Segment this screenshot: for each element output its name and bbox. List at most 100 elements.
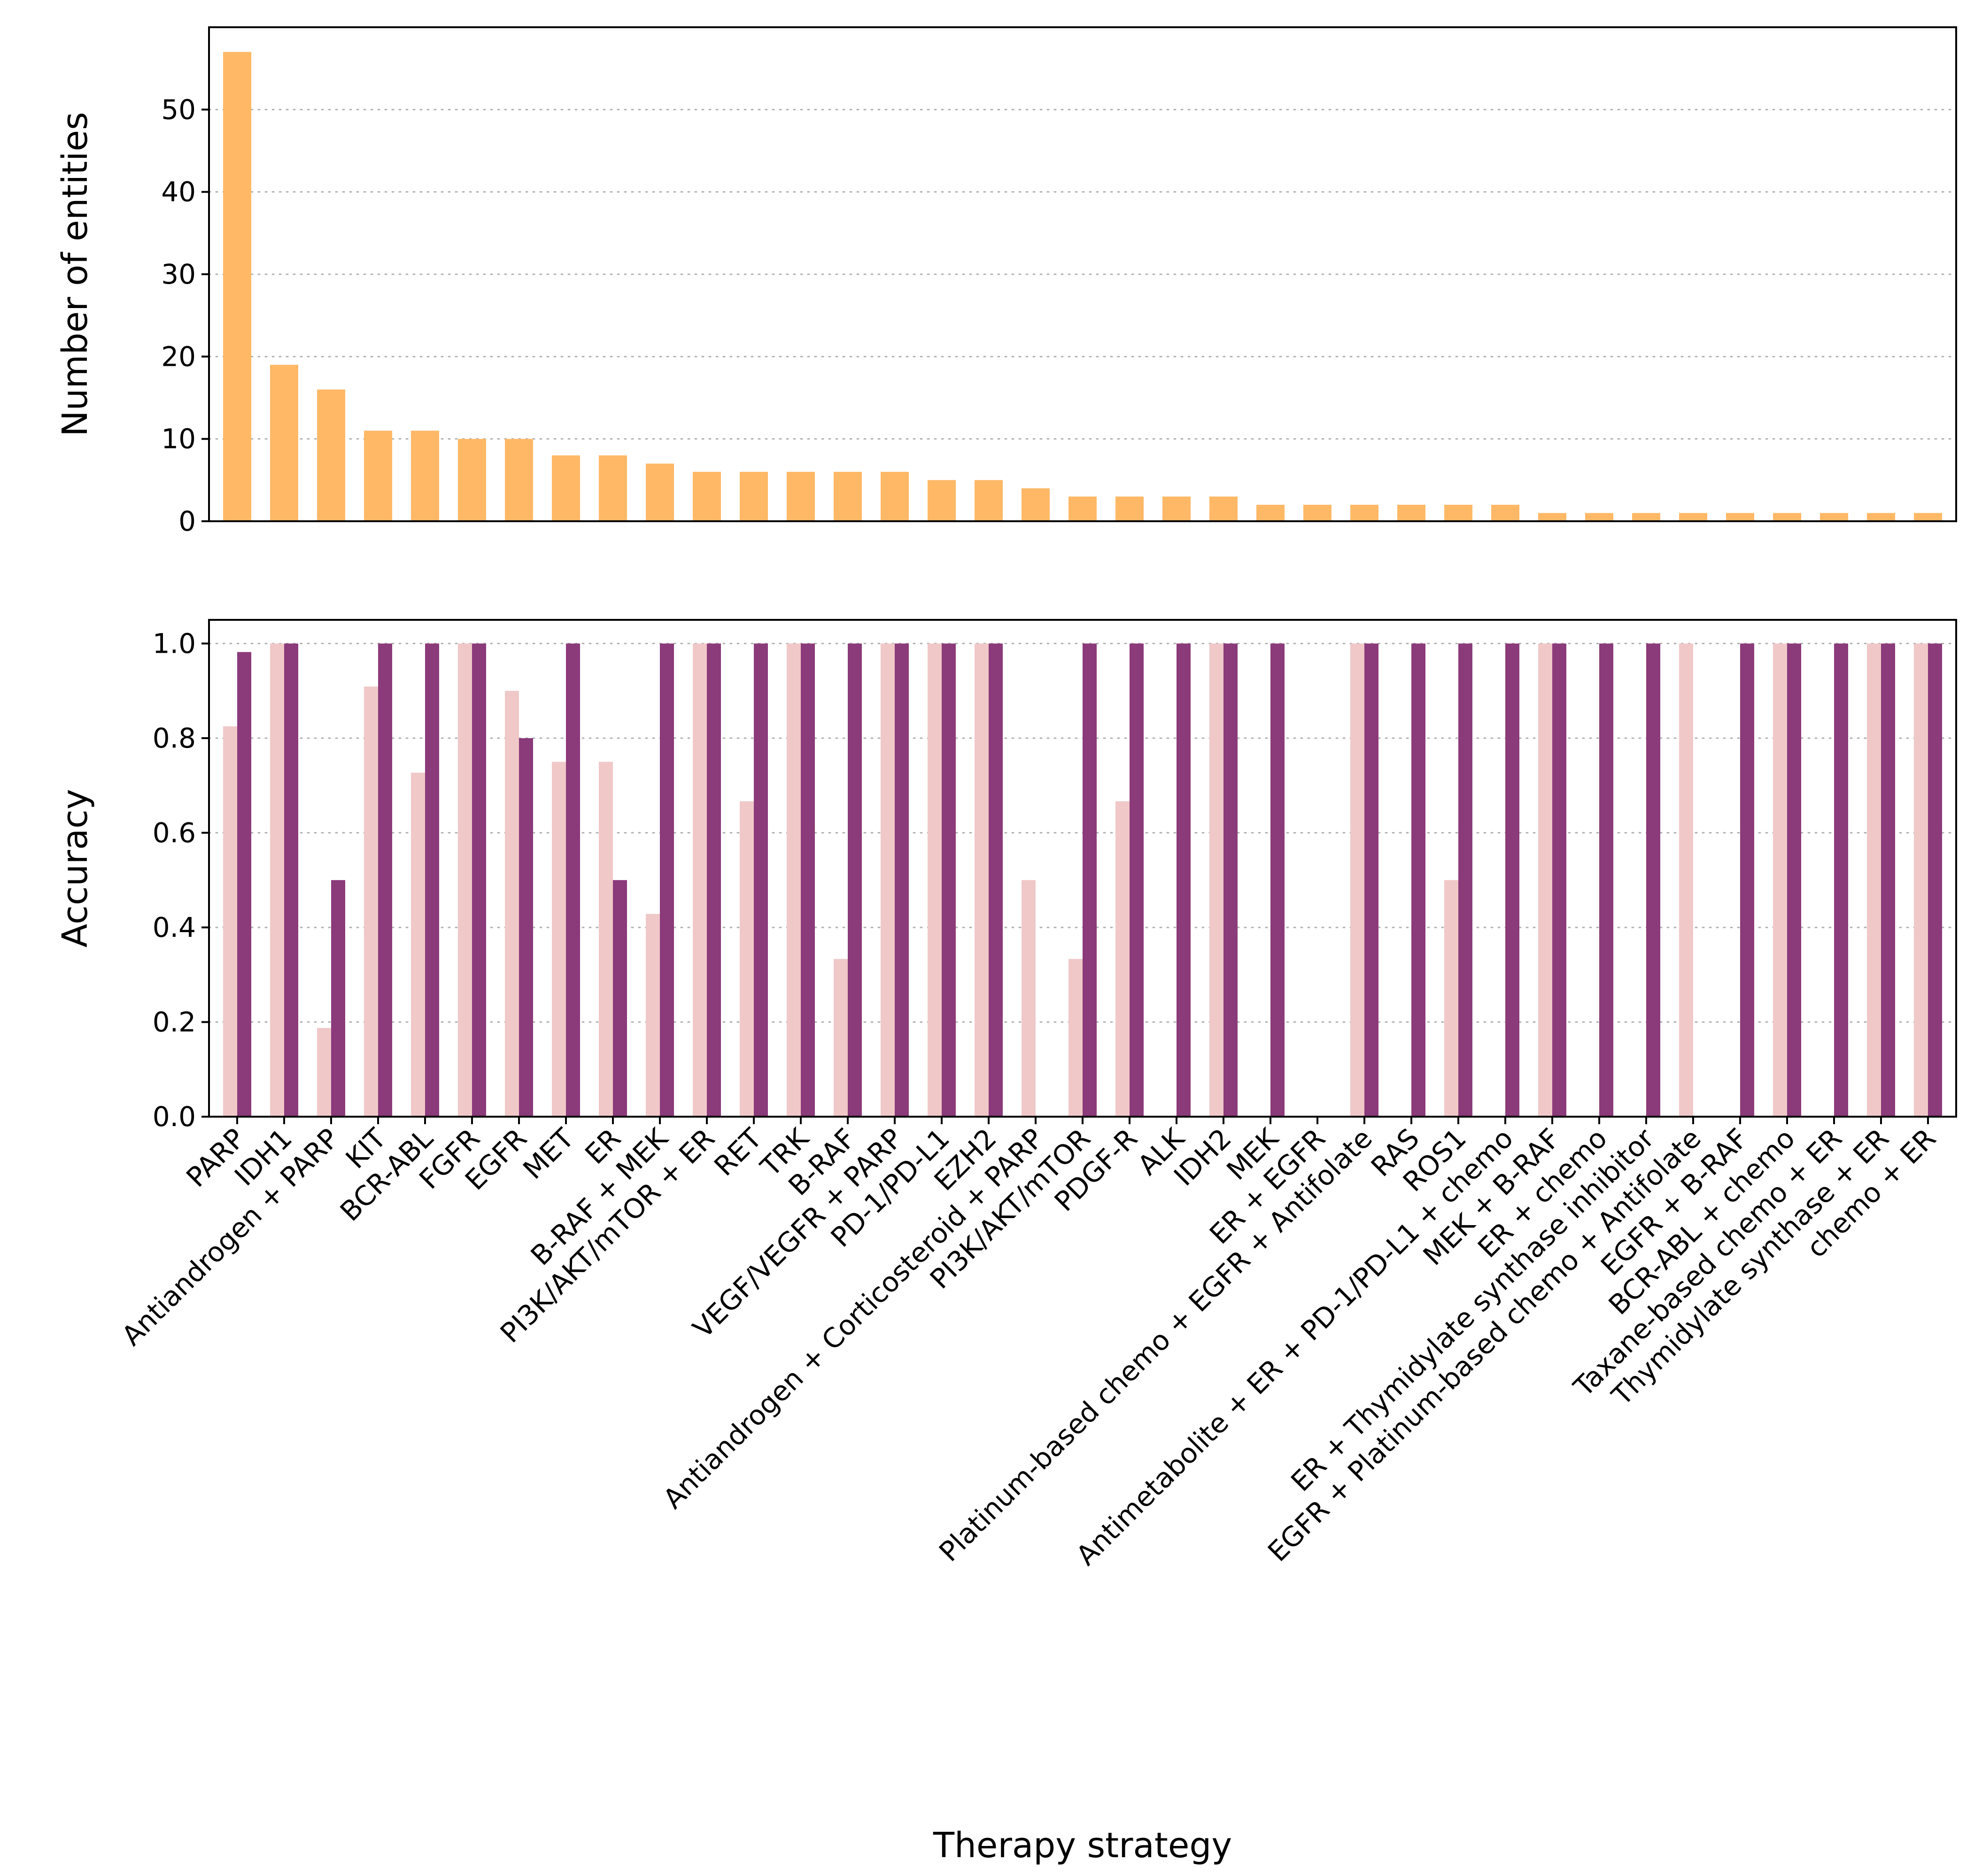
top-y-tick-label: 0 [178, 505, 196, 537]
accuracy-bar-light [928, 643, 942, 1117]
top-panel: 0 10 20 30 40 50 Number of entities [55, 26, 1957, 537]
entity-count-bar [1303, 504, 1332, 521]
entity-count-bar [975, 480, 1003, 521]
accuracy-bar-light [1068, 959, 1083, 1117]
accuracy-bar-dark [1458, 643, 1472, 1117]
bottom-y-tick-label: 1.0 [153, 627, 196, 659]
x-tick-label: RET [708, 1122, 768, 1182]
accuracy-bar-dark [237, 652, 251, 1117]
accuracy-bar-light [1022, 880, 1036, 1117]
accuracy-bar-light [1773, 643, 1787, 1117]
top-y-tick-label: 50 [161, 93, 196, 125]
entity-count-bar [505, 439, 533, 521]
top-y-tick-label: 10 [161, 423, 196, 455]
entity-count-bar [1256, 504, 1285, 521]
x-axis-label: Therapy strategy [933, 1825, 1232, 1866]
bottom-y-tick-label: 0.4 [153, 911, 196, 943]
accuracy-bar-light [834, 959, 848, 1117]
entity-count-bar [1068, 496, 1097, 521]
bottom-bars [223, 643, 1942, 1117]
entity-count-bar [1585, 513, 1613, 521]
entity-count-bar [411, 431, 439, 521]
accuracy-bar-dark [895, 643, 909, 1117]
entity-count-bar [552, 455, 580, 521]
x-tick-label: MET [517, 1122, 580, 1185]
accuracy-bar-dark [378, 643, 392, 1117]
accuracy-bar-light [1115, 801, 1130, 1117]
accuracy-bar-dark [1834, 643, 1848, 1117]
bottom-panel: 0.0 0.2 0.4 0.6 0.8 1.0 PARPIDH1Antiandrogen … [55, 619, 1957, 1866]
entity-count-bar [1632, 513, 1660, 521]
entity-count-bar [1162, 496, 1191, 521]
entity-count-bar [693, 471, 721, 521]
bottom-y-tick-label: 0.2 [153, 1006, 196, 1038]
entity-count-bar [1022, 488, 1050, 521]
top-y-tick-label: 40 [161, 176, 196, 208]
accuracy-bar-light [411, 772, 425, 1117]
accuracy-bar-dark [1928, 643, 1942, 1117]
bottom-y-tick-label: 0.0 [153, 1101, 196, 1133]
accuracy-bar-light [364, 687, 378, 1117]
accuracy-bar-dark [1177, 643, 1191, 1117]
entity-count-bar [646, 463, 674, 521]
accuracy-bar-light [646, 914, 660, 1117]
accuracy-bar-dark [519, 738, 533, 1117]
top-y-axis-label: Number of entities [55, 112, 95, 436]
entity-count-bar [1115, 496, 1144, 521]
accuracy-bar-light [270, 643, 284, 1117]
accuracy-bar-dark [942, 643, 956, 1117]
accuracy-bar-dark [1505, 643, 1519, 1117]
accuracy-bar-dark [1881, 643, 1895, 1117]
accuracy-bar-dark [1223, 643, 1238, 1117]
accuracy-bar-light [1350, 643, 1364, 1117]
accuracy-bar-dark [1740, 643, 1754, 1117]
entity-count-bar [317, 389, 345, 521]
accuracy-bar-dark [1787, 643, 1801, 1117]
accuracy-bar-light [740, 801, 754, 1117]
accuracy-bar-dark [472, 643, 486, 1117]
entity-count-bar [1679, 513, 1707, 521]
accuracy-bar-light [975, 643, 989, 1117]
accuracy-bar-light [223, 726, 237, 1117]
entity-count-bar [1538, 513, 1566, 521]
entity-count-bar [223, 52, 251, 522]
accuracy-bar-dark [566, 643, 580, 1117]
accuracy-bar-light [317, 1028, 331, 1117]
entity-count-bar [834, 471, 862, 521]
accuracy-bar-dark [848, 643, 862, 1117]
accuracy-bar-light [1914, 643, 1928, 1117]
bottom-y-tick-label: 0.8 [153, 722, 196, 754]
entity-count-bar [458, 439, 486, 521]
top-y-tick-label: 30 [161, 258, 196, 290]
accuracy-bar-dark [1599, 643, 1613, 1117]
accuracy-bar-dark [1552, 643, 1566, 1117]
top-y-axis: 0 10 20 30 40 50 [161, 93, 209, 537]
bottom-y-axis-label: Accuracy [55, 789, 95, 948]
accuracy-bar-dark [1646, 643, 1660, 1117]
entity-count-bar [740, 471, 768, 521]
accuracy-bar-light [693, 643, 707, 1117]
entity-count-bar [1397, 504, 1425, 521]
accuracy-bar-light [458, 643, 472, 1117]
accuracy-bar-dark [1411, 643, 1425, 1117]
entity-count-bar [1491, 504, 1519, 521]
entity-count-bar [1867, 513, 1895, 521]
accuracy-bar-light [881, 643, 895, 1117]
entity-count-bar [881, 471, 909, 521]
accuracy-bar-dark [989, 643, 1003, 1117]
entity-count-bar [787, 471, 815, 521]
accuracy-bar-dark [1130, 643, 1144, 1117]
accuracy-bar-light [1538, 643, 1552, 1117]
entity-count-bar [1773, 513, 1801, 521]
accuracy-bar-dark [1270, 643, 1285, 1117]
top-y-tick-label: 20 [161, 340, 196, 372]
entity-count-bar [1350, 504, 1378, 521]
accuracy-bar-light [1867, 643, 1881, 1117]
entity-count-bar [1444, 504, 1472, 521]
entity-count-bar [599, 455, 627, 521]
entity-count-bar [928, 480, 956, 521]
accuracy-bar-dark [331, 880, 345, 1117]
accuracy-bar-light [1209, 643, 1223, 1117]
